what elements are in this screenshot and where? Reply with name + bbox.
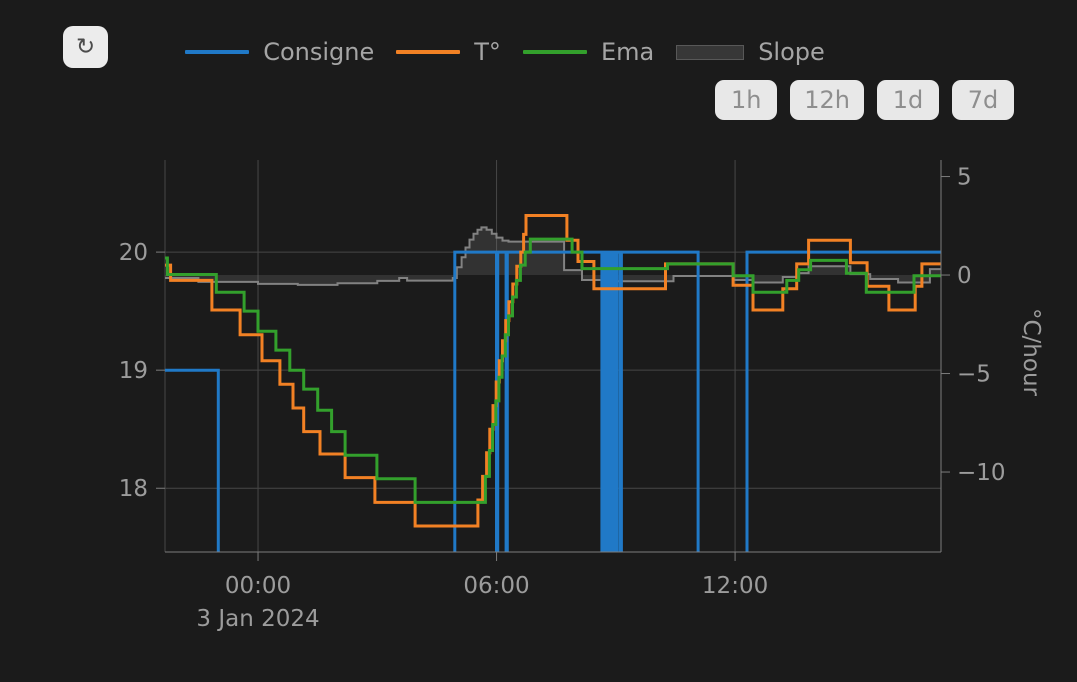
legend-item-slope[interactable]: Slope: [676, 38, 825, 66]
y-right-tick-label: −10: [957, 460, 1006, 486]
consigne-line-swatch: [185, 50, 250, 54]
y-right-axis-title: °C/hour: [1018, 308, 1044, 397]
range-button-1h[interactable]: 1h: [715, 80, 778, 120]
legend-label-ema: Ema: [600, 38, 655, 66]
x-tick-label: 00:00: [225, 573, 291, 599]
legend-item-temperature[interactable]: T°: [396, 38, 501, 66]
temperature-line-swatch: [396, 50, 461, 54]
y-left-tick-label: 20: [119, 240, 148, 266]
legend-label-slope: Slope: [758, 38, 825, 66]
x-tick-label: 12:00: [702, 573, 768, 599]
y-right-tick-label: −5: [957, 362, 991, 388]
x-axis-date-label: 3 Jan 2024: [196, 606, 319, 632]
x-tick-label: 06:00: [463, 573, 529, 599]
legend-item-consigne[interactable]: Consigne: [185, 38, 374, 66]
y-right-tick-label: 5: [957, 165, 972, 191]
refresh-button[interactable]: ↻: [63, 26, 108, 68]
axes: 00:00 06:00 12:00 3 Jan 2024 20 19 18 5 0 −5 −10 °C…: [119, 160, 1044, 632]
ema-line-swatch: [522, 50, 587, 54]
range-button-7d[interactable]: 7d: [952, 80, 1014, 120]
refresh-icon: ↻: [75, 33, 96, 60]
y-left-tick-label: 18: [119, 476, 148, 502]
gridlines: [164, 160, 941, 552]
legend-label-consigne: Consigne: [263, 38, 375, 66]
legend-label-temperature: T°: [474, 38, 501, 66]
plot-area: [165, 214, 941, 552]
y-right-tick-label: 0: [957, 263, 972, 289]
legend-item-ema[interactable]: Ema: [522, 38, 655, 66]
time-range-buttons: 1h 12h 1d 7d: [715, 80, 1014, 120]
y-left-tick-label: 19: [119, 358, 148, 384]
chart-legend: Consigne T° Ema Slope: [0, 38, 1010, 66]
series-consigne: [165, 250, 941, 552]
slope-area-swatch: [676, 44, 745, 60]
series-slope-fill: [165, 227, 941, 285]
range-button-12h[interactable]: 12h: [790, 80, 864, 120]
series-ema: [165, 237, 941, 504]
range-button-1d[interactable]: 1d: [877, 80, 939, 120]
